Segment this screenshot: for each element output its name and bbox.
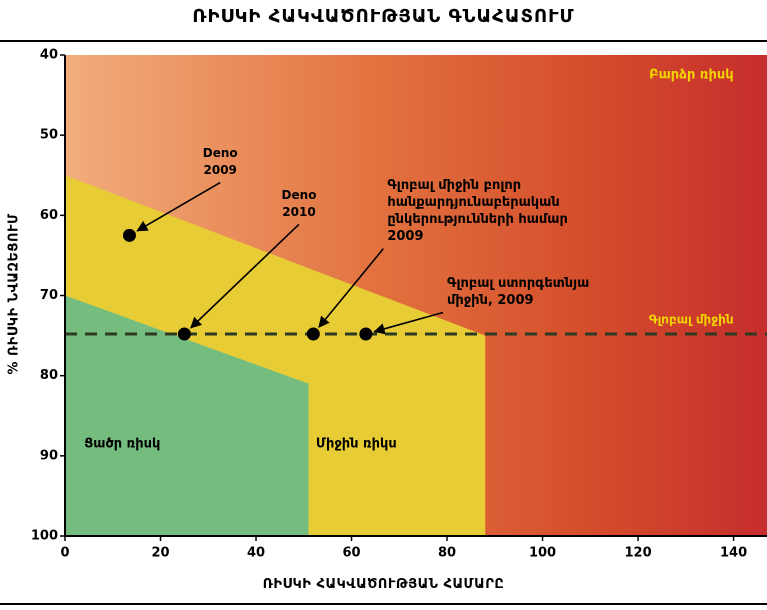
- data-point: [306, 327, 320, 341]
- data-point-label: Deno: [203, 146, 238, 160]
- data-point-label: 2009: [204, 163, 237, 177]
- x-tick-label: 40: [247, 546, 265, 561]
- data-point-label: 2010: [282, 205, 315, 219]
- x-tick-label: 0: [60, 546, 69, 561]
- point-leader-arrow: [373, 311, 444, 335]
- y-tick-label: 40: [40, 48, 58, 63]
- zone-label: Ցածր ռիսկ: [84, 436, 160, 451]
- y-tick-label: 70: [40, 288, 58, 303]
- point-leader-arrow: [136, 181, 221, 232]
- data-point: [359, 327, 373, 341]
- title-rule: [0, 40, 767, 42]
- x-tick-label: 100: [529, 546, 556, 561]
- y-axis-title: % ՌԻՍԿԻ ՆՎԱԶԵՑՈՒՄ: [6, 213, 22, 375]
- data-point-label: միջին, 2009: [447, 293, 534, 308]
- data-point-label: ընկերությունների համար: [387, 212, 567, 227]
- x-tick-label: 20: [151, 546, 169, 561]
- zone-label: Բարձր ռիսկ: [649, 68, 733, 83]
- y-tick-label: 50: [40, 128, 58, 143]
- y-tick-label: 90: [40, 448, 58, 463]
- data-point: [122, 228, 136, 242]
- y-tick-label: 60: [40, 208, 58, 223]
- reference-line-label: Գլոբալ միջին: [649, 312, 734, 326]
- x-tick-label: 120: [624, 546, 651, 561]
- point-leader-arrow: [318, 248, 384, 328]
- zone-low-risk: [65, 295, 309, 536]
- zone-label: Միջին ռիկս: [316, 436, 397, 451]
- data-point-label: Գլոբալ միջին բոլոր: [387, 178, 521, 193]
- data-point: [177, 327, 191, 341]
- data-point-label: հանքարդյունաբերական: [387, 195, 559, 210]
- data-point-label: Deno: [282, 188, 317, 202]
- x-tick-label: 60: [342, 546, 360, 561]
- point-leader-arrow: [190, 223, 300, 329]
- data-point-label: 2009: [387, 229, 423, 244]
- y-tick-label: 100: [31, 529, 58, 544]
- x-axis-title: ՌԻՍԿԻ ՀԱԿՎԱԾՈՒԹՅԱՆ ՀԱՄԱՐԸ: [262, 577, 505, 592]
- data-point-label: Գլոբալ ստորգետնյա: [447, 276, 589, 291]
- y-tick-label: 80: [40, 368, 58, 383]
- x-tick-label: 80: [438, 546, 456, 561]
- bottom-rule: [0, 603, 767, 605]
- chart-title: ՌԻՍԿԻ ՀԱԿՎԱԾՈՒԹՅԱՆ ԳՆԱՀԱՏՈՒՄ: [192, 6, 575, 27]
- x-tick-label: 140: [720, 546, 747, 561]
